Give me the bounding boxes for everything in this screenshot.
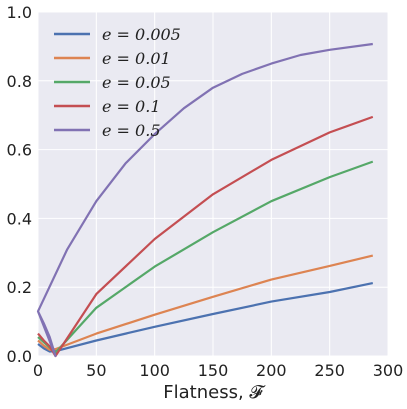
x-tick-label: 150 xyxy=(198,361,229,380)
legend-label: e = 0.1 xyxy=(102,97,161,116)
y-tick-label: 0.4 xyxy=(7,209,32,228)
grid-lines xyxy=(37,11,389,357)
y-tick-label: 1.0 xyxy=(7,3,32,22)
series-lines xyxy=(36,42,374,358)
series-line xyxy=(37,115,374,358)
y-tick-label: 0.2 xyxy=(7,278,32,297)
y-tick-label: 0.8 xyxy=(7,72,32,91)
legend-label: e = 0.005 xyxy=(102,25,181,44)
x-axis-title: Flatness, 𝓕 xyxy=(163,382,266,403)
x-tick-label: 100 xyxy=(139,361,170,380)
legend-label: e = 0.01 xyxy=(102,49,171,68)
x-tick-label: 50 xyxy=(86,361,106,380)
y-tick-label: 0.6 xyxy=(7,141,32,160)
series-line xyxy=(37,282,374,353)
legend: e = 0.005 e = 0.01 e = 0.05 e = 0.1 e = 0.5 xyxy=(54,25,181,140)
tick-labels: 0 50 100 150 200 250 300 0.0 0.2 0.4 0.6 0.8 1.0 xyxy=(7,3,404,380)
x-tick-label: 0 xyxy=(33,361,43,380)
x-tick-label: 250 xyxy=(314,361,345,380)
y-tick-label: 0.0 xyxy=(7,347,32,366)
x-tick-label: 200 xyxy=(256,361,287,380)
series-line xyxy=(36,42,373,358)
x-tick-label: 300 xyxy=(373,361,404,380)
series-line xyxy=(37,254,374,351)
legend-label: e = 0.5 xyxy=(102,121,161,140)
legend-label: e = 0.05 xyxy=(102,73,171,92)
